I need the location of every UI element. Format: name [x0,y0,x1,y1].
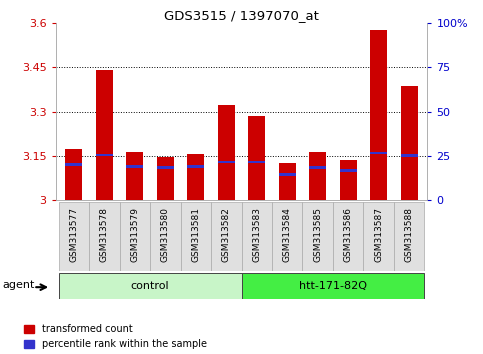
FancyBboxPatch shape [120,202,150,271]
Text: GSM313583: GSM313583 [252,207,261,262]
FancyBboxPatch shape [242,273,425,299]
Bar [279,173,296,176]
Text: GSM313582: GSM313582 [222,207,231,262]
Text: GSM313581: GSM313581 [191,207,200,262]
Bar [401,154,417,157]
Bar [187,154,204,200]
Bar [157,166,174,169]
Bar [96,154,113,156]
Text: GSM313587: GSM313587 [374,207,383,262]
Legend: transformed count, percentile rank within the sample: transformed count, percentile rank withi… [24,324,207,349]
Bar [218,105,235,200]
Bar [248,116,265,200]
FancyBboxPatch shape [272,202,302,271]
Bar [157,157,174,200]
Bar [66,163,82,166]
Text: GSM313579: GSM313579 [130,207,139,262]
Bar [187,165,204,168]
FancyBboxPatch shape [394,202,425,271]
Bar [370,30,387,200]
Bar [127,165,143,168]
Bar [127,152,143,200]
FancyBboxPatch shape [211,202,242,271]
FancyBboxPatch shape [302,202,333,271]
FancyBboxPatch shape [333,202,363,271]
FancyBboxPatch shape [89,202,120,271]
Bar [401,86,417,200]
Text: htt-171-82Q: htt-171-82Q [299,281,367,291]
Bar [340,160,356,200]
Text: GSM313585: GSM313585 [313,207,322,262]
Text: GSM313577: GSM313577 [70,207,78,262]
Text: GSM313584: GSM313584 [283,207,292,262]
Text: GDS3515 / 1397070_at: GDS3515 / 1397070_at [164,9,319,22]
Text: GSM313588: GSM313588 [405,207,413,262]
Bar [340,170,356,172]
Bar [66,149,82,200]
Bar [309,166,326,169]
FancyBboxPatch shape [150,202,181,271]
Bar [218,161,235,163]
FancyBboxPatch shape [363,202,394,271]
Bar [309,152,326,200]
FancyBboxPatch shape [58,202,89,271]
Text: GSM313578: GSM313578 [100,207,109,262]
FancyBboxPatch shape [242,202,272,271]
Text: GSM313586: GSM313586 [344,207,353,262]
FancyBboxPatch shape [181,202,211,271]
Bar [248,161,265,163]
Text: control: control [131,281,170,291]
Text: GSM313580: GSM313580 [161,207,170,262]
Bar [370,152,387,154]
Bar [279,162,296,200]
Text: agent: agent [3,280,35,290]
Bar [96,70,113,200]
FancyBboxPatch shape [58,273,242,299]
